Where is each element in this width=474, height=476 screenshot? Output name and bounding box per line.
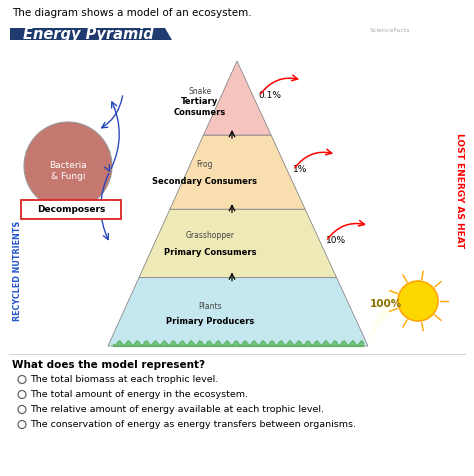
- Polygon shape: [203, 61, 271, 135]
- Text: 1%: 1%: [293, 165, 307, 174]
- Text: LOST ENERGY AS HEAT: LOST ENERGY AS HEAT: [456, 133, 465, 248]
- Text: The total biomass at each trophic level.: The total biomass at each trophic level.: [30, 375, 218, 384]
- Text: ScienceFacts: ScienceFacts: [370, 29, 410, 33]
- Text: Tertiary
Consumers: Tertiary Consumers: [174, 97, 226, 117]
- Circle shape: [398, 281, 438, 321]
- Circle shape: [24, 122, 112, 210]
- Text: Primary Producers: Primary Producers: [166, 317, 254, 327]
- Polygon shape: [170, 135, 305, 209]
- Text: RECYCLED NUTRIENTS: RECYCLED NUTRIENTS: [13, 221, 22, 321]
- Text: The relative amount of energy available at each trophic level.: The relative amount of energy available …: [30, 405, 324, 414]
- Text: What does the model represent?: What does the model represent?: [12, 360, 205, 370]
- Text: 0.1%: 0.1%: [259, 90, 282, 99]
- Text: Plants: Plants: [198, 302, 222, 311]
- Text: 100%: 100%: [370, 299, 402, 309]
- FancyBboxPatch shape: [21, 200, 121, 219]
- Text: Secondary Consumers: Secondary Consumers: [153, 177, 257, 186]
- Text: Bacteria
& Fungi: Bacteria & Fungi: [49, 160, 87, 181]
- Polygon shape: [10, 28, 172, 40]
- Text: The total amount of energy in the ecosystem.: The total amount of energy in the ecosys…: [30, 390, 248, 399]
- Polygon shape: [108, 278, 368, 346]
- Polygon shape: [366, 283, 408, 344]
- Text: Grasshopper: Grasshopper: [185, 231, 235, 240]
- Text: 10%: 10%: [326, 236, 346, 245]
- Text: Frog: Frog: [197, 159, 213, 169]
- Text: Primary Consumers: Primary Consumers: [164, 248, 256, 257]
- Text: The conservation of energy as energy transfers between organisms.: The conservation of energy as energy tra…: [30, 420, 356, 429]
- Text: Energy Pyramid: Energy Pyramid: [23, 27, 154, 41]
- Text: Decomposers: Decomposers: [37, 205, 105, 214]
- Text: Snake: Snake: [188, 87, 211, 96]
- Polygon shape: [139, 209, 337, 278]
- Text: The diagram shows a model of an ecosystem.: The diagram shows a model of an ecosyste…: [12, 8, 252, 18]
